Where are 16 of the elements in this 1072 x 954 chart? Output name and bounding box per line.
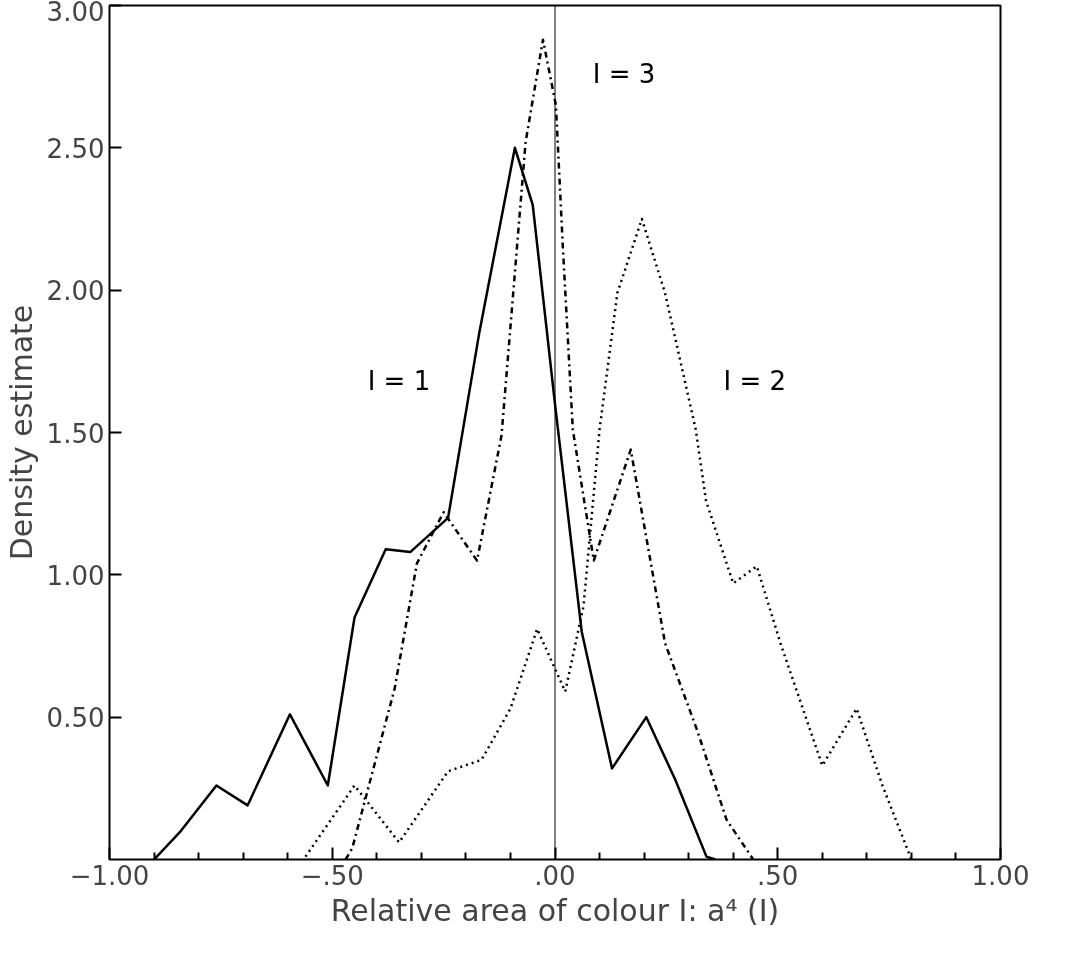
y-tick-label: 1.00 bbox=[46, 560, 105, 591]
x-axis-title: Relative area of colour I: a⁴ (I) bbox=[330, 892, 780, 928]
x-tick-label: 1.00 bbox=[971, 860, 1030, 891]
x-tick-label: −1.00 bbox=[69, 860, 150, 891]
x-tick-label: .00 bbox=[534, 860, 576, 891]
series-label: I = 2 bbox=[723, 366, 787, 396]
y-tick-label: 1.50 bbox=[46, 418, 105, 449]
y-tick-label: 2.50 bbox=[46, 133, 105, 164]
y-axis-title: Density estimate bbox=[3, 304, 39, 561]
y-tick-label: 0.50 bbox=[46, 703, 105, 734]
series-label: I = 3 bbox=[592, 58, 656, 89]
x-tick-label: −.50 bbox=[300, 860, 364, 891]
x-tick-label: .50 bbox=[757, 860, 799, 891]
y-tick-label: 3.00 bbox=[46, 0, 105, 27]
series-label: I = 1 bbox=[367, 365, 431, 396]
y-tick-label: 2.00 bbox=[46, 276, 105, 307]
